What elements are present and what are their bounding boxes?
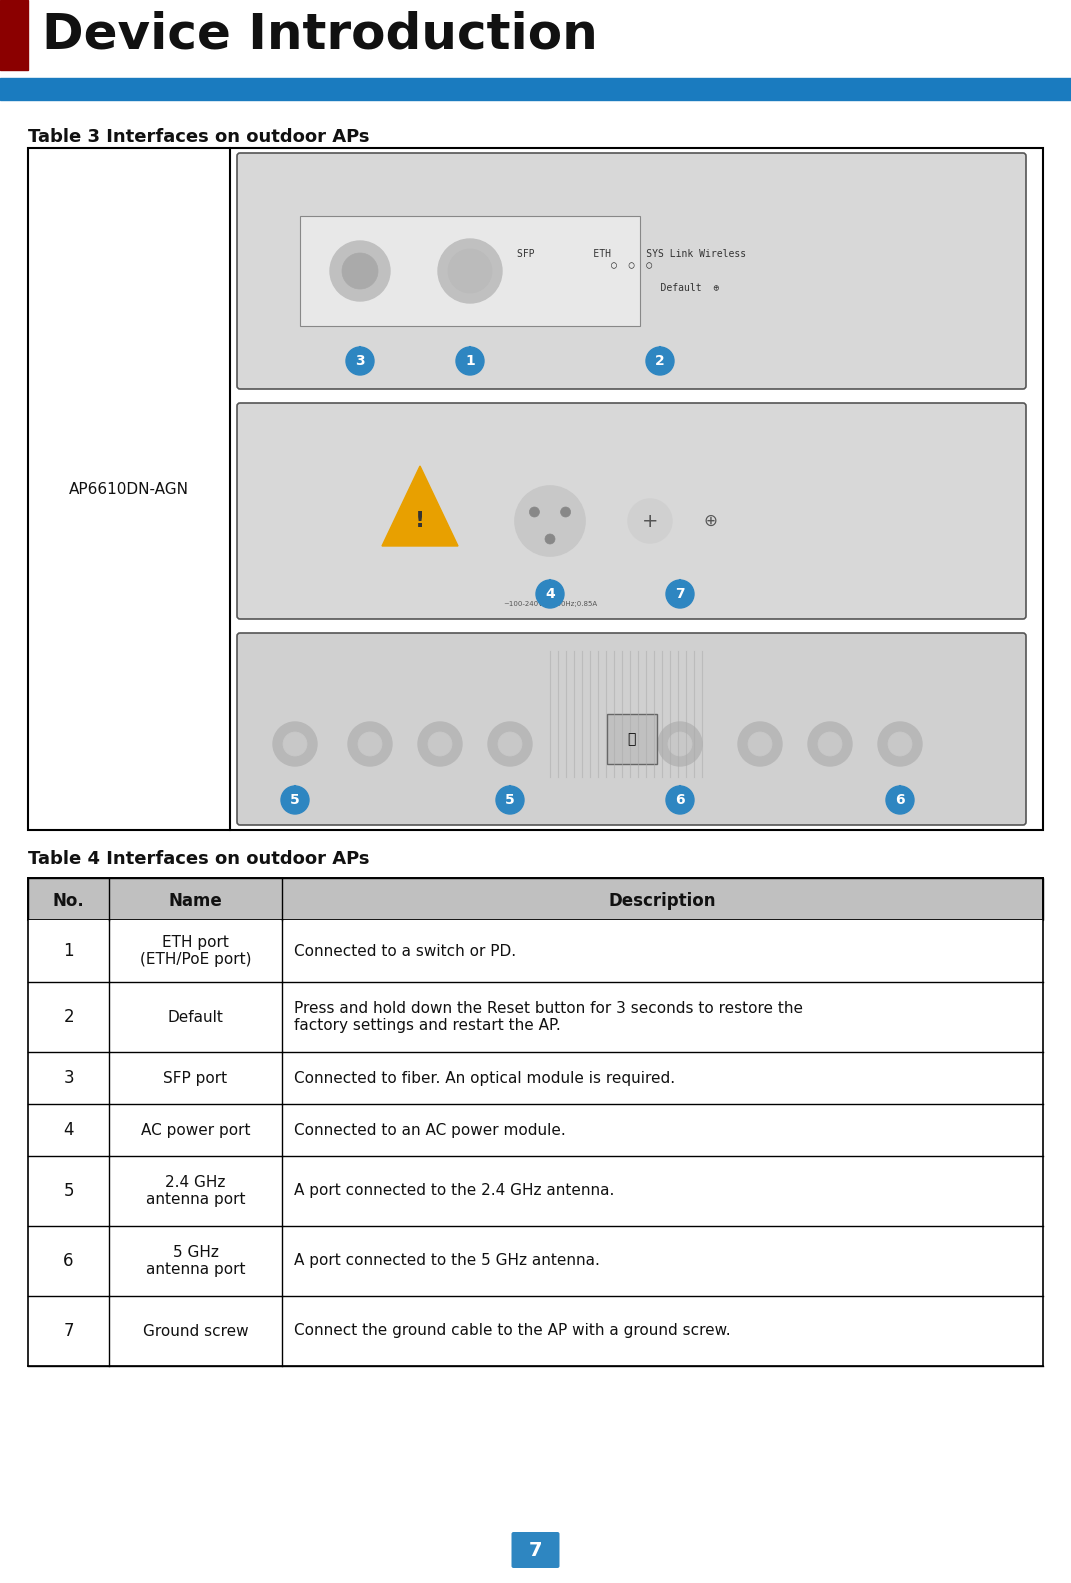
Circle shape [358, 731, 382, 757]
Bar [0, 0, 28, 70]
Circle shape [456, 347, 484, 375]
Text: Default: Default [167, 1010, 224, 1024]
Text: Device Introduction: Device Introduction [42, 9, 598, 59]
Circle shape [448, 249, 492, 293]
Text: 5: 5 [506, 793, 515, 807]
Text: 6: 6 [675, 793, 684, 807]
Circle shape [488, 722, 532, 766]
Bar [28, 1225, 1043, 1296]
Circle shape [808, 722, 853, 766]
Circle shape [668, 731, 692, 757]
Text: 3: 3 [63, 1069, 74, 1088]
Bar [0, 78, 1071, 100]
FancyBboxPatch shape [237, 404, 1026, 619]
Circle shape [748, 731, 772, 757]
Bar [300, 215, 640, 326]
Circle shape [886, 787, 914, 814]
Circle shape [438, 239, 502, 302]
Text: 5: 5 [63, 1183, 74, 1200]
Text: 6: 6 [895, 793, 905, 807]
Text: Connected to a switch or PD.: Connected to a switch or PD. [293, 943, 516, 958]
Text: Ground screw: Ground screw [142, 1323, 248, 1339]
Text: !: ! [414, 511, 425, 530]
Text: 7: 7 [63, 1322, 74, 1339]
Text: Table 3 Interfaces on outdoor APs: Table 3 Interfaces on outdoor APs [28, 128, 369, 146]
Text: 🔒: 🔒 [628, 731, 636, 746]
Text: ETH port
(ETH/PoE port): ETH port (ETH/PoE port) [139, 936, 252, 967]
Circle shape [818, 731, 842, 757]
Circle shape [646, 347, 674, 375]
Text: 2: 2 [655, 355, 665, 367]
Bar [28, 147, 1043, 829]
Text: 2: 2 [63, 1008, 74, 1026]
Circle shape [330, 241, 390, 301]
Circle shape [281, 787, 310, 814]
Text: +: + [642, 511, 659, 530]
Bar [28, 920, 1043, 981]
Polygon shape [382, 465, 458, 546]
Bar [28, 1296, 1043, 1366]
Circle shape [666, 579, 694, 608]
Circle shape [688, 499, 731, 543]
Text: 1: 1 [465, 355, 474, 367]
Text: A port connected to the 2.4 GHz antenna.: A port connected to the 2.4 GHz antenna. [293, 1184, 614, 1198]
Text: ~100-240V;50/60Hz;0.85A: ~100-240V;50/60Hz;0.85A [503, 602, 597, 606]
Bar [28, 879, 1043, 920]
Text: ⊕: ⊕ [703, 511, 716, 530]
Text: 7: 7 [675, 587, 684, 602]
Text: SFP port: SFP port [164, 1070, 227, 1086]
Circle shape [878, 722, 922, 766]
Text: Connected to an AC power module.: Connected to an AC power module. [293, 1122, 565, 1138]
Circle shape [283, 731, 307, 757]
FancyBboxPatch shape [512, 1532, 559, 1569]
Circle shape [342, 253, 378, 290]
Text: AP6610DN-AGN: AP6610DN-AGN [69, 481, 188, 497]
Bar [28, 981, 1043, 1053]
Text: Connected to fiber. An optical module is required.: Connected to fiber. An optical module is… [293, 1070, 675, 1086]
Text: AC power port: AC power port [140, 1122, 251, 1138]
Bar [28, 879, 1043, 920]
Text: 3: 3 [356, 355, 365, 367]
Circle shape [536, 579, 564, 608]
Text: Name: Name [168, 891, 223, 910]
FancyBboxPatch shape [237, 154, 1026, 389]
Circle shape [545, 533, 555, 545]
Bar [28, 1156, 1043, 1225]
Text: 1: 1 [63, 942, 74, 959]
Text: 2.4 GHz
antenna port: 2.4 GHz antenna port [146, 1175, 245, 1208]
Text: Press and hold down the Reset button for 3 seconds to restore the
factory settin: Press and hold down the Reset button for… [293, 1000, 803, 1034]
Text: Description: Description [608, 891, 716, 910]
Text: Table 4 Interfaces on outdoor APs: Table 4 Interfaces on outdoor APs [28, 850, 369, 867]
Circle shape [560, 507, 571, 518]
Text: 5 GHz
antenna port: 5 GHz antenna port [146, 1244, 245, 1277]
Circle shape [428, 731, 452, 757]
Circle shape [888, 731, 912, 757]
Circle shape [658, 722, 702, 766]
Text: SFP          ETH      SYS Link Wireless
○  ○  ○

                    Default  ⊕: SFP ETH SYS Link Wireless ○ ○ ○ Default … [517, 249, 746, 293]
Circle shape [273, 722, 317, 766]
Text: 5: 5 [290, 793, 300, 807]
Circle shape [348, 722, 392, 766]
FancyBboxPatch shape [237, 633, 1026, 825]
Bar [606, 714, 657, 765]
Bar [28, 1103, 1043, 1156]
Bar [28, 1053, 1043, 1103]
Text: A port connected to the 5 GHz antenna.: A port connected to the 5 GHz antenna. [293, 1254, 600, 1268]
Circle shape [529, 507, 540, 518]
Circle shape [346, 347, 374, 375]
Circle shape [496, 787, 524, 814]
Text: Connect the ground cable to the AP with a ground screw.: Connect the ground cable to the AP with … [293, 1323, 730, 1339]
Text: 4: 4 [545, 587, 555, 602]
Text: No.: No. [52, 891, 85, 910]
Circle shape [628, 499, 672, 543]
Circle shape [666, 787, 694, 814]
Circle shape [738, 722, 782, 766]
Circle shape [515, 486, 585, 556]
Circle shape [498, 731, 522, 757]
Text: 4: 4 [63, 1121, 74, 1140]
Circle shape [418, 722, 462, 766]
Text: 7: 7 [529, 1540, 542, 1559]
Text: 6: 6 [63, 1252, 74, 1270]
